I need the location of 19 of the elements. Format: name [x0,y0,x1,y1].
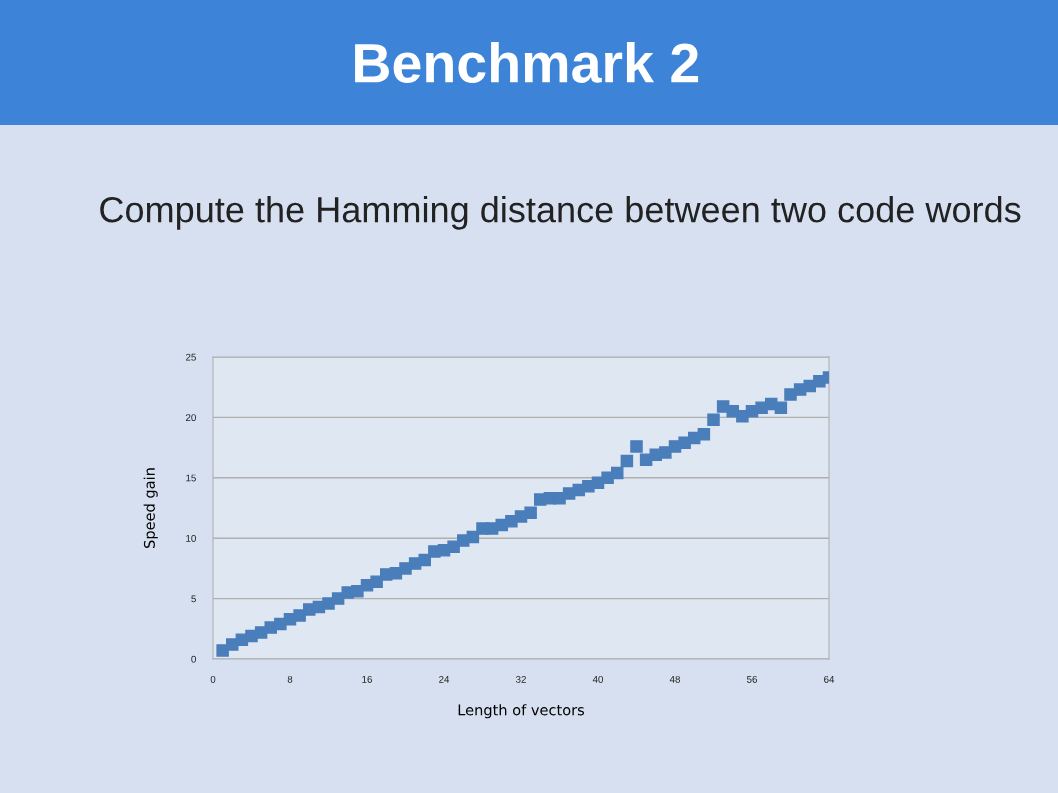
x-tick-label: 32 [515,675,526,683]
x-tick-label: 64 [824,675,835,683]
y-tick-label: 5 [191,595,196,603]
x-tick-label: 0 [210,675,216,683]
y-tick-label: 10 [186,534,196,542]
chart-title: Benchmark 2 [355,42,699,83]
x-tick-label: 40 [592,675,604,683]
x-axis-title: Length of vectors [458,704,585,719]
x-tick-label: 48 [669,675,680,683]
y-axis-title: Speed gain [143,468,158,548]
x-tick-label: 8 [287,675,293,683]
x-tick-label: 16 [362,675,372,683]
y-tick-label: 0 [191,655,196,663]
y-tick-label: 20 [186,414,196,422]
x-tick-label: 56 [746,675,757,683]
x-tick-label: 24 [439,675,450,683]
y-tick-label: 25 [186,353,196,361]
y-tick-label: 15 [186,474,196,482]
chart-subtitle: Compute the Hamming distance between two code words [100,196,1021,230]
